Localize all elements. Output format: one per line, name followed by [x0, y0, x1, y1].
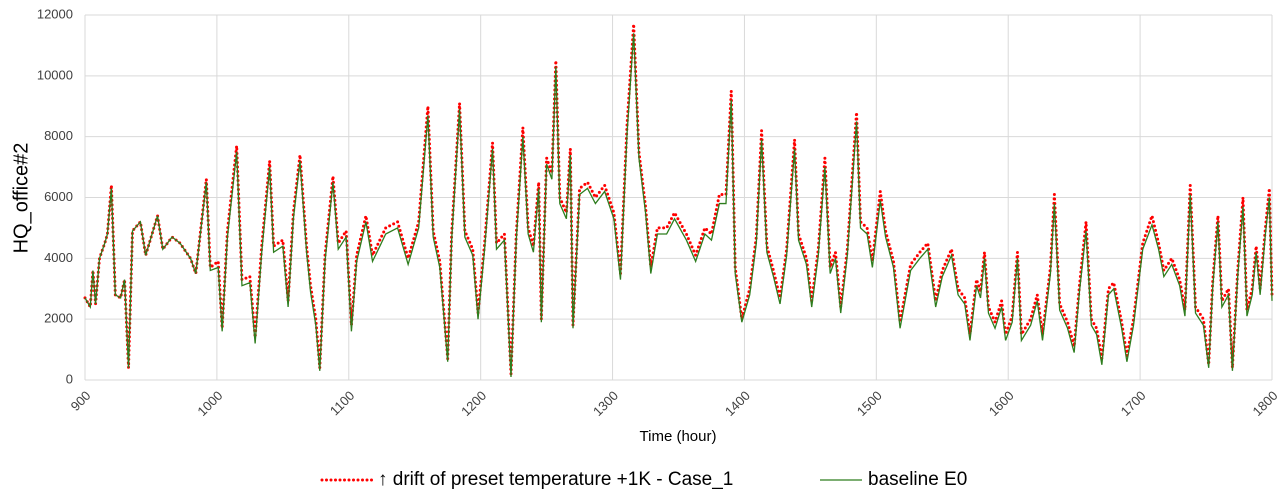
- y-tick-label: 10000: [37, 67, 73, 82]
- x-tick-label: 1500: [854, 388, 885, 419]
- y-tick-label: 6000: [44, 189, 73, 204]
- x-tick-label: 1200: [458, 388, 489, 419]
- legend-label: ↑ drift of preset temperature +1K - Case…: [378, 469, 733, 490]
- y-tick-label: 2000: [44, 311, 73, 326]
- y-tick-label: 4000: [44, 250, 73, 265]
- x-tick-label: 1600: [986, 388, 1017, 419]
- y-tick-label: 12000: [37, 6, 73, 21]
- x-tick-label: 900: [68, 388, 94, 414]
- legend-label: baseline E0: [868, 469, 967, 490]
- series-line: [84, 33, 1273, 377]
- x-tick-label: 1000: [194, 388, 225, 419]
- y-tick-label: 8000: [44, 128, 73, 143]
- x-axis-label: Time (hour): [640, 428, 717, 445]
- y-axis-label: HQ_office#2: [10, 143, 32, 254]
- x-tick-label: 1300: [590, 388, 621, 419]
- x-tick-label: 1700: [1118, 388, 1149, 419]
- x-tick-label: 1800: [1249, 388, 1280, 419]
- x-tick-label: 1100: [327, 388, 357, 418]
- x-tick-label: 1400: [722, 388, 753, 419]
- y-tick-label: 0: [66, 371, 73, 386]
- series-line: [83, 24, 1274, 374]
